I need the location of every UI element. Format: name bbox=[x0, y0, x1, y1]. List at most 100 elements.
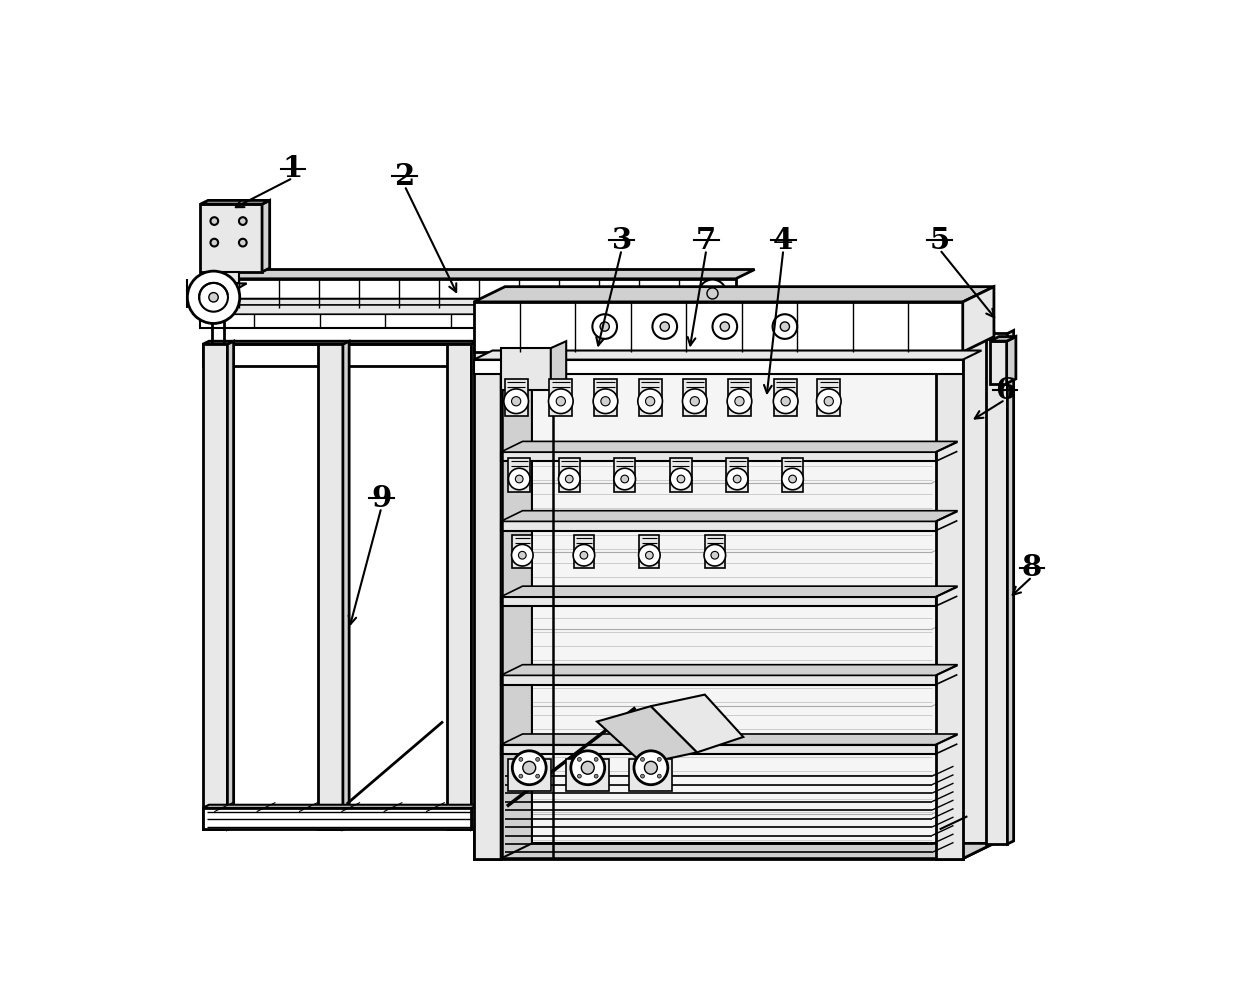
Polygon shape bbox=[501, 521, 936, 530]
Text: 5: 5 bbox=[930, 226, 950, 255]
Polygon shape bbox=[203, 345, 471, 366]
Polygon shape bbox=[727, 459, 748, 492]
Polygon shape bbox=[203, 345, 227, 830]
Polygon shape bbox=[446, 345, 471, 830]
Polygon shape bbox=[670, 459, 692, 492]
Text: 2: 2 bbox=[394, 162, 414, 191]
Circle shape bbox=[594, 757, 598, 761]
Text: 1: 1 bbox=[283, 154, 303, 183]
Polygon shape bbox=[201, 269, 755, 279]
Circle shape bbox=[200, 283, 228, 311]
Polygon shape bbox=[219, 283, 247, 298]
Circle shape bbox=[621, 475, 629, 483]
Circle shape bbox=[677, 475, 684, 483]
Polygon shape bbox=[596, 707, 697, 764]
Circle shape bbox=[720, 322, 729, 332]
Circle shape bbox=[641, 757, 645, 761]
Polygon shape bbox=[639, 379, 662, 416]
Circle shape bbox=[508, 469, 529, 490]
Polygon shape bbox=[474, 348, 501, 859]
Circle shape bbox=[646, 396, 655, 406]
Circle shape bbox=[781, 396, 790, 406]
Polygon shape bbox=[962, 333, 994, 859]
Circle shape bbox=[652, 314, 677, 339]
Circle shape bbox=[580, 551, 588, 559]
Circle shape bbox=[536, 757, 539, 761]
Polygon shape bbox=[630, 759, 672, 791]
Polygon shape bbox=[203, 804, 477, 807]
Circle shape bbox=[558, 469, 580, 490]
Circle shape bbox=[780, 322, 790, 332]
Circle shape bbox=[593, 389, 618, 413]
Polygon shape bbox=[262, 201, 269, 272]
Text: 4: 4 bbox=[774, 226, 794, 255]
Polygon shape bbox=[728, 379, 751, 416]
Circle shape bbox=[646, 551, 653, 559]
Polygon shape bbox=[201, 279, 735, 308]
Polygon shape bbox=[222, 272, 239, 283]
Circle shape bbox=[578, 757, 582, 761]
Polygon shape bbox=[201, 201, 269, 204]
Circle shape bbox=[816, 389, 841, 413]
Polygon shape bbox=[817, 379, 841, 416]
Circle shape bbox=[565, 475, 573, 483]
Polygon shape bbox=[614, 459, 635, 492]
Circle shape bbox=[518, 774, 523, 778]
Polygon shape bbox=[936, 348, 962, 859]
Polygon shape bbox=[683, 379, 707, 416]
Circle shape bbox=[578, 774, 582, 778]
Polygon shape bbox=[201, 304, 755, 314]
Circle shape bbox=[614, 469, 635, 490]
Polygon shape bbox=[205, 283, 219, 298]
Polygon shape bbox=[501, 333, 532, 859]
Circle shape bbox=[523, 761, 536, 774]
Polygon shape bbox=[1007, 331, 1013, 844]
Circle shape bbox=[573, 544, 595, 566]
Polygon shape bbox=[501, 442, 957, 452]
Polygon shape bbox=[474, 286, 994, 302]
Polygon shape bbox=[474, 302, 962, 352]
Circle shape bbox=[593, 314, 618, 339]
Polygon shape bbox=[201, 204, 262, 272]
Circle shape bbox=[518, 757, 523, 761]
Polygon shape bbox=[201, 298, 755, 308]
Polygon shape bbox=[201, 298, 223, 306]
Circle shape bbox=[645, 761, 657, 774]
Polygon shape bbox=[201, 314, 735, 328]
Circle shape bbox=[211, 239, 218, 247]
Circle shape bbox=[582, 761, 594, 774]
Text: 8: 8 bbox=[1022, 553, 1042, 582]
Circle shape bbox=[698, 279, 727, 307]
Circle shape bbox=[208, 292, 218, 302]
Circle shape bbox=[239, 239, 247, 247]
Polygon shape bbox=[471, 342, 477, 830]
Circle shape bbox=[516, 475, 523, 483]
Polygon shape bbox=[774, 379, 797, 416]
Polygon shape bbox=[319, 345, 343, 830]
Polygon shape bbox=[227, 342, 233, 830]
Circle shape bbox=[733, 475, 742, 483]
Circle shape bbox=[637, 389, 662, 413]
Polygon shape bbox=[501, 675, 936, 684]
Polygon shape bbox=[594, 379, 618, 416]
Circle shape bbox=[536, 774, 539, 778]
Circle shape bbox=[713, 314, 737, 339]
Polygon shape bbox=[558, 459, 580, 492]
Circle shape bbox=[704, 544, 725, 566]
Polygon shape bbox=[203, 342, 477, 345]
Circle shape bbox=[825, 396, 833, 406]
Polygon shape bbox=[551, 341, 567, 390]
Polygon shape bbox=[474, 351, 982, 360]
Polygon shape bbox=[501, 511, 957, 521]
Polygon shape bbox=[549, 379, 573, 416]
Polygon shape bbox=[990, 337, 1016, 341]
Text: 7: 7 bbox=[696, 226, 717, 255]
Circle shape bbox=[570, 751, 605, 784]
Polygon shape bbox=[501, 734, 957, 745]
Circle shape bbox=[727, 389, 751, 413]
Circle shape bbox=[548, 389, 573, 413]
Text: 9: 9 bbox=[371, 484, 392, 513]
Circle shape bbox=[601, 396, 610, 406]
Polygon shape bbox=[343, 342, 350, 830]
Polygon shape bbox=[508, 459, 529, 492]
